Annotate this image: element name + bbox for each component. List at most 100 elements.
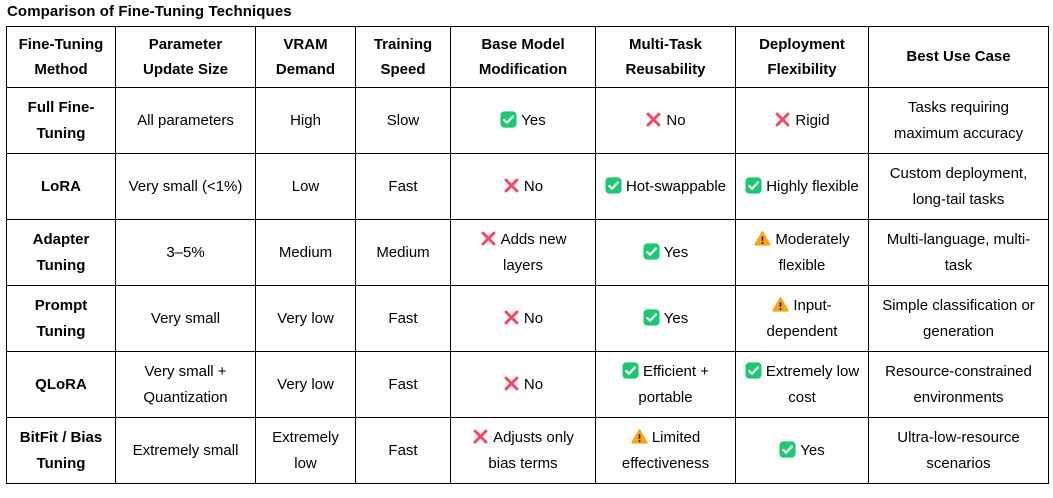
multi-task-reusability-cell: Yes [595,219,736,286]
status-label: Yes [800,441,825,459]
cross-icon [472,428,489,445]
multi-task-reusability-cell: Hot-swappable [595,153,736,220]
status-label: Input-dependent [766,297,838,340]
status-label: No [523,309,544,327]
check-icon [779,441,796,458]
check-icon [643,243,660,260]
header-row: Fine-Tuning Method Parameter Update Size… [6,26,1049,88]
col-header-best-use-case: Best Use Case [868,26,1049,88]
status-label: Efficient + portable [638,363,709,406]
cross-icon [503,375,520,392]
col-header-training-speed: Training Speed [355,26,451,88]
param-update-size-cell: Extremely small [115,417,256,484]
check-icon [745,362,762,379]
table-row: Adapter Tuning 3–5% Medium Medium Adds n… [6,219,1049,286]
multi-task-reusability-cell: No [595,87,736,154]
training-speed-cell: Slow [355,87,451,154]
status-label: Highly flexible [766,177,859,195]
vram-demand-cell: Medium [255,219,356,286]
cross-icon [503,177,520,194]
status-label: Adds new layers [500,231,567,274]
method-cell: BitFit / Bias Tuning [6,417,116,484]
param-update-size-cell: Very small + Quantization [115,351,256,418]
check-icon [500,111,517,128]
table-row: Full Fine-Tuning All parameters High Slo… [6,87,1049,154]
best-use-case-cell: Multi-language, multi-task [868,219,1049,286]
warning-icon [631,428,648,445]
best-use-case-cell: Ultra-low-resource scenarios [868,417,1049,484]
training-speed-cell: Fast [355,285,451,352]
base-model-modification-cell: No [450,153,596,220]
param-update-size-cell: Very small (<1%) [115,153,256,220]
deployment-flexibility-cell: Highly flexible [735,153,869,220]
col-header-vram-demand: VRAM Demand [255,26,356,88]
method-cell: Full Fine-Tuning [6,87,116,154]
cross-icon [503,309,520,326]
deployment-flexibility-cell: Rigid [735,87,869,154]
deployment-flexibility-cell: Input-dependent [735,285,869,352]
status-label: Yes [663,309,689,327]
warning-icon [754,230,772,247]
best-use-case-cell: Tasks requiring maximum accuracy [868,87,1049,154]
table-row: BitFit / Bias Tuning Extremely small Ext… [6,417,1049,484]
method-cell: QLoRA [6,351,116,418]
best-use-case-cell: Resource-constrained environments [868,351,1049,418]
cross-icon [480,230,497,247]
method-cell: Prompt Tuning [6,285,116,352]
status-label: No [666,111,686,129]
vram-demand-cell: Very low [255,285,356,352]
base-model-modification-cell: Yes [450,87,596,154]
table-body: Full Fine-Tuning All parameters High Slo… [6,87,1049,484]
vram-demand-cell: Very low [255,351,356,418]
best-use-case-cell: Custom deployment, long-tail tasks [868,153,1049,220]
multi-task-reusability-cell: Yes [595,285,736,352]
check-icon [622,362,639,379]
col-header-base-model-modification: Base Model Modification [450,26,596,88]
col-header-deployment-flexibility: Deployment Flexibility [735,26,869,88]
training-speed-cell: Fast [355,351,451,418]
col-header-method: Fine-Tuning Method [6,26,116,88]
col-header-multi-task-reusability: Multi-Task Reusability [595,26,736,88]
status-label: Adjusts only bias terms [488,429,574,472]
vram-demand-cell: Low [255,153,356,220]
status-label: Limited effectiveness [621,429,710,472]
multi-task-reusability-cell: Limited effectiveness [595,417,736,484]
vram-demand-cell: Extremely low [255,417,356,484]
vram-demand-cell: High [255,87,356,154]
base-model-modification-cell: Adjusts only bias terms [450,417,596,484]
comparison-table: Fine-Tuning Method Parameter Update Size… [6,26,1049,484]
status-label: Rigid [795,111,830,129]
deployment-flexibility-cell: Yes [735,417,869,484]
training-speed-cell: Fast [355,417,451,484]
base-model-modification-cell: No [450,285,596,352]
check-icon [643,309,660,326]
check-icon [745,177,762,194]
table-row: Prompt Tuning Very small Very low Fast N… [6,285,1049,352]
method-cell: Adapter Tuning [6,219,116,286]
deployment-flexibility-cell: Extremely low cost [735,351,869,418]
check-icon [605,177,622,194]
training-speed-cell: Medium [355,219,451,286]
warning-icon [772,296,789,313]
status-label: Extremely low cost [765,363,860,406]
status-label: Moderately flexible [775,231,850,274]
multi-task-reusability-cell: Efficient + portable [595,351,736,418]
status-label: Hot-swappable [625,177,727,195]
training-speed-cell: Fast [355,153,451,220]
method-cell: LoRA [6,153,116,220]
best-use-case-cell: Simple classification or generation [868,285,1049,352]
document-page: Comparison of Fine-Tuning Techniques Fin… [6,3,1049,484]
table-row: QLoRA Very small + Quantization Very low… [6,351,1049,418]
status-label: Yes [521,111,546,129]
page-title: Comparison of Fine-Tuning Techniques [7,3,292,20]
cross-icon [774,111,791,128]
param-update-size-cell: All parameters [115,87,256,154]
base-model-modification-cell: No [450,351,596,418]
deployment-flexibility-cell: Moderately flexible [735,219,869,286]
param-update-size-cell: 3–5% [115,219,256,286]
cross-icon [645,111,662,128]
table-header: Fine-Tuning Method Parameter Update Size… [6,26,1049,88]
param-update-size-cell: Very small [115,285,256,352]
col-header-param-update-size: Parameter Update Size [115,26,256,88]
status-label: Yes [663,243,689,261]
